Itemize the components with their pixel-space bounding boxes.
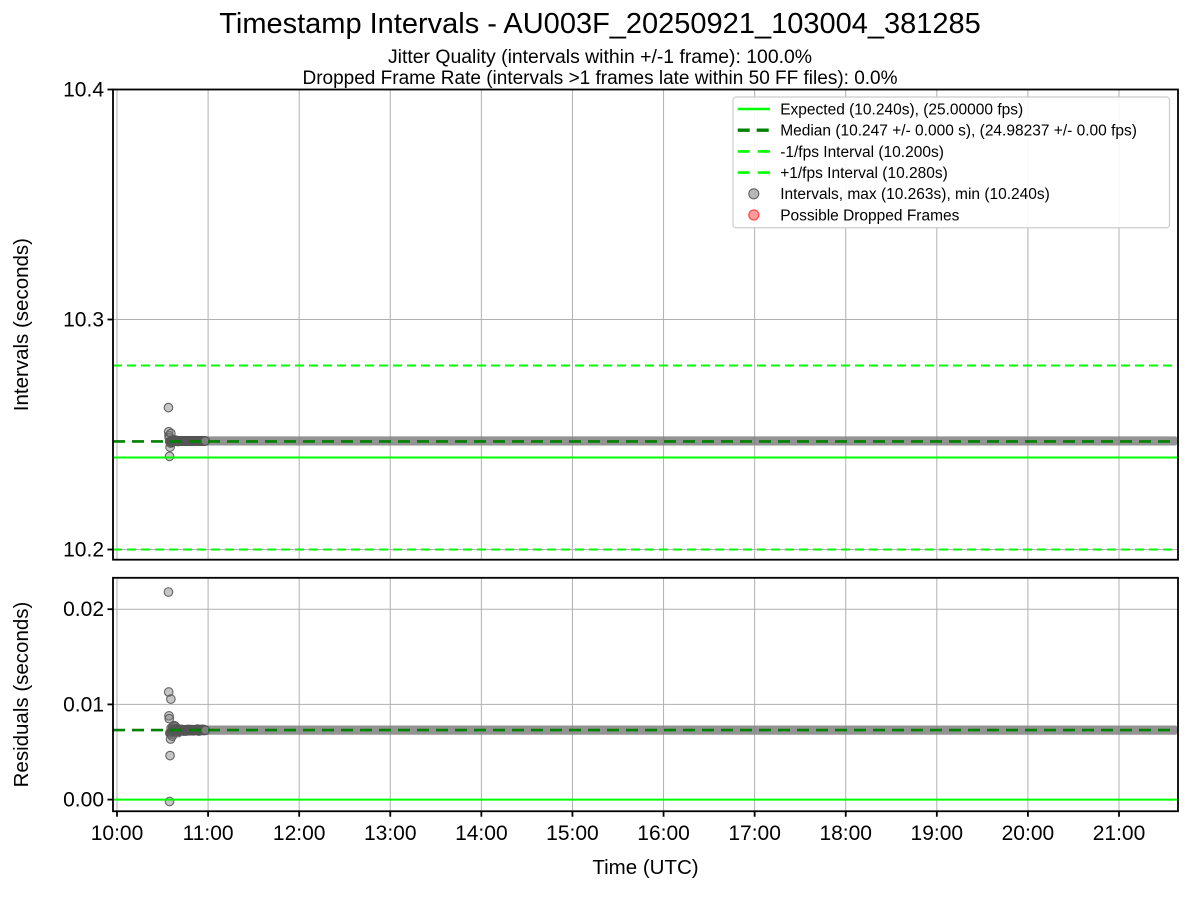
svg-text:0.00: 0.00 (63, 789, 104, 812)
svg-text:+1/fps Interval (10.280s): +1/fps Interval (10.280s) (780, 165, 948, 182)
svg-text:Expected (10.240s), (25.00000: Expected (10.240s), (25.00000 fps) (780, 101, 1023, 118)
svg-text:Time (UTC): Time (UTC) (592, 856, 698, 879)
svg-text:10.4: 10.4 (63, 79, 104, 102)
svg-text:20:00: 20:00 (1002, 822, 1055, 845)
svg-text:10.2: 10.2 (63, 539, 104, 562)
svg-text:14:00: 14:00 (455, 822, 508, 845)
svg-text:10.3: 10.3 (63, 309, 104, 332)
svg-text:21:00: 21:00 (1093, 822, 1146, 845)
svg-text:11:00: 11:00 (183, 822, 234, 845)
svg-text:Intervals (seconds): Intervals (seconds) (10, 238, 33, 411)
svg-text:Residuals (seconds): Residuals (seconds) (10, 602, 33, 788)
svg-text:19:00: 19:00 (911, 822, 964, 845)
svg-text:0.02: 0.02 (63, 598, 104, 621)
svg-text:Timestamp Intervals - AU003F_2: Timestamp Intervals - AU003F_20250921_10… (219, 8, 981, 40)
svg-text:Dropped Frame Rate (intervals: Dropped Frame Rate (intervals >1 frames … (302, 68, 897, 89)
svg-text:0.01: 0.01 (63, 693, 104, 716)
svg-text:16:00: 16:00 (637, 822, 690, 845)
svg-text:15:00: 15:00 (546, 822, 599, 845)
svg-text:10:00: 10:00 (91, 822, 144, 845)
svg-text:13:00: 13:00 (364, 822, 417, 845)
svg-text:18:00: 18:00 (819, 822, 872, 845)
svg-text:17:00: 17:00 (728, 822, 781, 845)
svg-text:Jitter Quality (intervals with: Jitter Quality (intervals within +/-1 fr… (388, 46, 812, 68)
svg-text:Possible Dropped Frames: Possible Dropped Frames (780, 207, 959, 224)
svg-text:12:00: 12:00 (273, 822, 326, 845)
svg-text:Intervals, max (10.263s), min: Intervals, max (10.263s), min (10.240s) (780, 186, 1050, 203)
svg-text:Median (10.247 +/- 0.000 s), (: Median (10.247 +/- 0.000 s), (24.98237 +… (780, 123, 1137, 140)
svg-text:-1/fps Interval (10.200s): -1/fps Interval (10.200s) (780, 144, 944, 161)
